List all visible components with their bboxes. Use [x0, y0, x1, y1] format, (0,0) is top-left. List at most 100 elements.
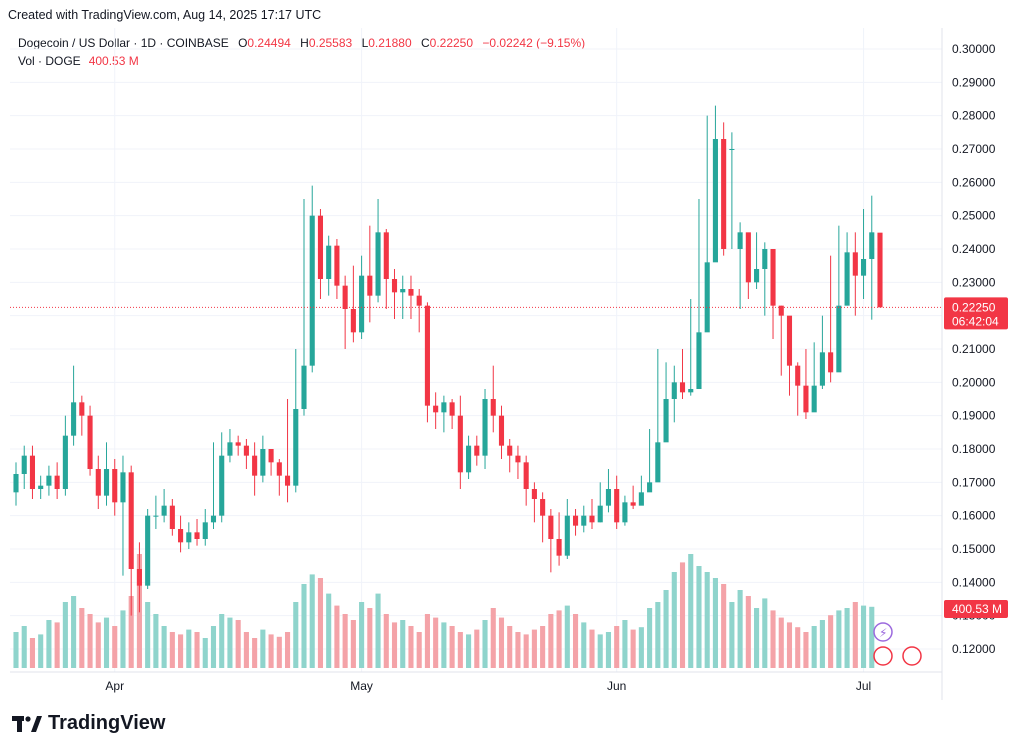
volume-bar: [786, 622, 793, 668]
candle: [770, 249, 776, 339]
volume-bar: [655, 602, 661, 668]
candle: [260, 435, 266, 483]
volume-bar: [210, 626, 217, 668]
price-tick-label: 0.14000: [952, 575, 996, 589]
candle-body: [79, 402, 85, 416]
volume-bar: [95, 622, 101, 668]
candle-body: [252, 455, 258, 476]
price-axis[interactable]: 0.30000 0.29000 0.28000 0.27000 0.26000 0.250…: [952, 42, 996, 656]
candle-body: [408, 289, 414, 296]
candle: [334, 239, 340, 299]
candle: [581, 505, 587, 533]
high-value: 0.25583: [308, 36, 353, 50]
candlestick-chart[interactable]: 0.30000 0.29000 0.28000 0.27000 0.26000 0.250…: [0, 0, 1024, 700]
candle: [490, 365, 496, 433]
price-tick-label: 0.24000: [952, 242, 996, 256]
candle: [95, 455, 101, 509]
volume-bar: [161, 626, 167, 668]
candle-body: [21, 455, 27, 474]
candle-body: [836, 305, 842, 373]
candle-body: [194, 532, 200, 539]
legend-ohlc-row: Dogecoin / US Dollar · 1D · COINBASE O0.…: [18, 34, 585, 52]
volume-bar: [795, 627, 801, 668]
candle: [309, 185, 315, 373]
candle: [696, 199, 702, 389]
tradingview-brand: TradingView: [12, 712, 165, 735]
volume-label[interactable]: Vol · DOGE: [18, 54, 81, 68]
candle: [671, 365, 677, 423]
candle-body: [202, 522, 208, 539]
candle: [844, 232, 850, 306]
candle-body: [671, 382, 677, 399]
candle: [46, 465, 52, 496]
candle: [507, 439, 513, 473]
candle: [38, 475, 44, 499]
volume-bar: [745, 596, 751, 668]
candle: [367, 225, 373, 323]
candle: [400, 275, 406, 319]
candle-body: [153, 515, 159, 517]
low-label: L: [361, 36, 369, 50]
volume-bar: [696, 566, 702, 668]
symbol-title[interactable]: Dogecoin / US Dollar · 1D · COINBASE: [18, 36, 229, 50]
candle-body: [466, 445, 472, 473]
candle: [350, 265, 356, 343]
candle: [128, 465, 134, 616]
candle-body: [597, 505, 603, 523]
volume-bar: [62, 602, 68, 668]
candle-body: [128, 472, 134, 569]
candle: [441, 395, 447, 433]
volume-bar: [441, 622, 447, 668]
candle-body: [531, 489, 537, 499]
volume-bar: [852, 602, 858, 668]
candle-body: [852, 252, 858, 276]
candle: [326, 235, 332, 296]
open-value: 0.24494: [247, 36, 291, 50]
candle: [803, 349, 809, 419]
candle-body: [103, 469, 110, 496]
volume-bar: [811, 626, 817, 668]
candle: [235, 435, 241, 456]
candle-body: [46, 475, 52, 486]
candle: [194, 519, 200, 546]
candle-body: [729, 149, 735, 150]
volume-bar: [350, 620, 356, 668]
volume-bar: [531, 629, 537, 668]
candle: [408, 275, 414, 319]
volume-bar: [515, 632, 521, 668]
candle-body: [614, 489, 620, 523]
volume-bar: [309, 574, 315, 668]
candle: [293, 349, 299, 493]
time-tick-label: Apr: [105, 679, 124, 693]
candle: [622, 495, 628, 526]
volume-bar: [663, 590, 669, 668]
volume-bar: [145, 602, 151, 668]
candle: [317, 209, 324, 299]
candle: [721, 122, 727, 256]
volume-bar: [383, 614, 389, 668]
candle: [268, 449, 274, 476]
candles: [13, 105, 883, 616]
candle: [655, 349, 661, 483]
candle: [62, 415, 68, 496]
volume-bar: [457, 632, 463, 668]
volume-bar: [103, 617, 110, 668]
price-tick-label: 0.18000: [952, 442, 996, 456]
event-icons[interactable]: ⚡: [873, 622, 922, 666]
candle-body: [178, 529, 184, 543]
candle: [252, 442, 258, 496]
candle: [605, 469, 612, 513]
price-tick-label: 0.19000: [952, 409, 996, 423]
time-tick-label: Jul: [856, 679, 871, 693]
lightning-glyph: ⚡: [879, 626, 887, 640]
volume-bar: [614, 626, 620, 668]
candle-body: [786, 315, 793, 366]
candle: [647, 429, 653, 493]
volume-bar: [482, 620, 488, 668]
volume-bar: [860, 605, 867, 668]
volume-bar: [317, 578, 324, 668]
candle-body: [778, 305, 784, 316]
candle-body: [38, 485, 44, 489]
volume-bar: [21, 626, 27, 668]
time-axis[interactable]: AprMayJunJulAug: [105, 679, 1024, 693]
